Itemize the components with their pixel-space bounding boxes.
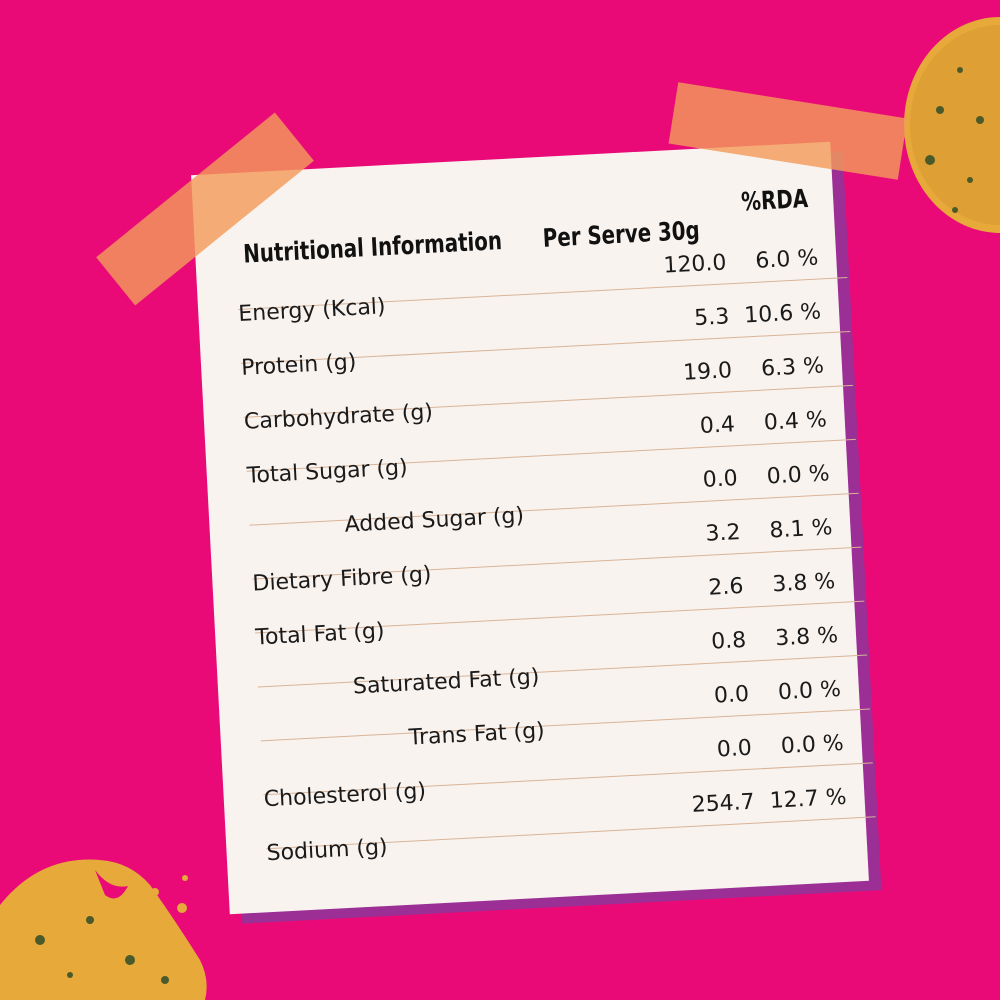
serve-value: 0.8 [710, 627, 747, 655]
rda-value: 6.3 % [760, 353, 825, 382]
rda-value: 10.6 % [743, 299, 822, 329]
nutrition-label-card: Nutritional Information Per Serve 30g %R… [191, 141, 882, 924]
rda-value: 6.0 % [754, 245, 819, 274]
rda-value: 3.8 % [771, 569, 836, 598]
cookie-bottom-left-image [0, 859, 207, 1000]
serve-value: 120.0 [662, 250, 728, 279]
rda-value: 3.8 % [774, 623, 839, 652]
rda-value: 0.0 % [777, 676, 842, 706]
rda-value: 0.0 % [780, 730, 845, 760]
serve-value: 0.0 [713, 681, 750, 709]
serve-value: 5.3 [693, 304, 730, 332]
serve-value: 3.2 [704, 520, 742, 547]
rda-value: 0.4 % [763, 407, 828, 436]
serve-value: 0.0 [716, 735, 753, 763]
nutrient-label: Sodium (g) [266, 834, 389, 867]
cookie-top-right-image [904, 17, 1000, 233]
serve-value: 0.4 [699, 412, 736, 439]
serve-value: 254.7 [691, 789, 756, 818]
rda-value: 12.7 % [769, 784, 848, 814]
rda-value: 0.0 % [766, 461, 831, 490]
serve-value: 0.0 [702, 466, 739, 493]
serve-value: 2.6 [707, 573, 745, 601]
serve-value: 19.0 [682, 358, 733, 386]
header-rda: %RDA [740, 185, 809, 218]
rda-value: 8.1 % [768, 515, 834, 544]
paper-sheet: Nutritional Information Per Serve 30g %R… [191, 141, 876, 915]
